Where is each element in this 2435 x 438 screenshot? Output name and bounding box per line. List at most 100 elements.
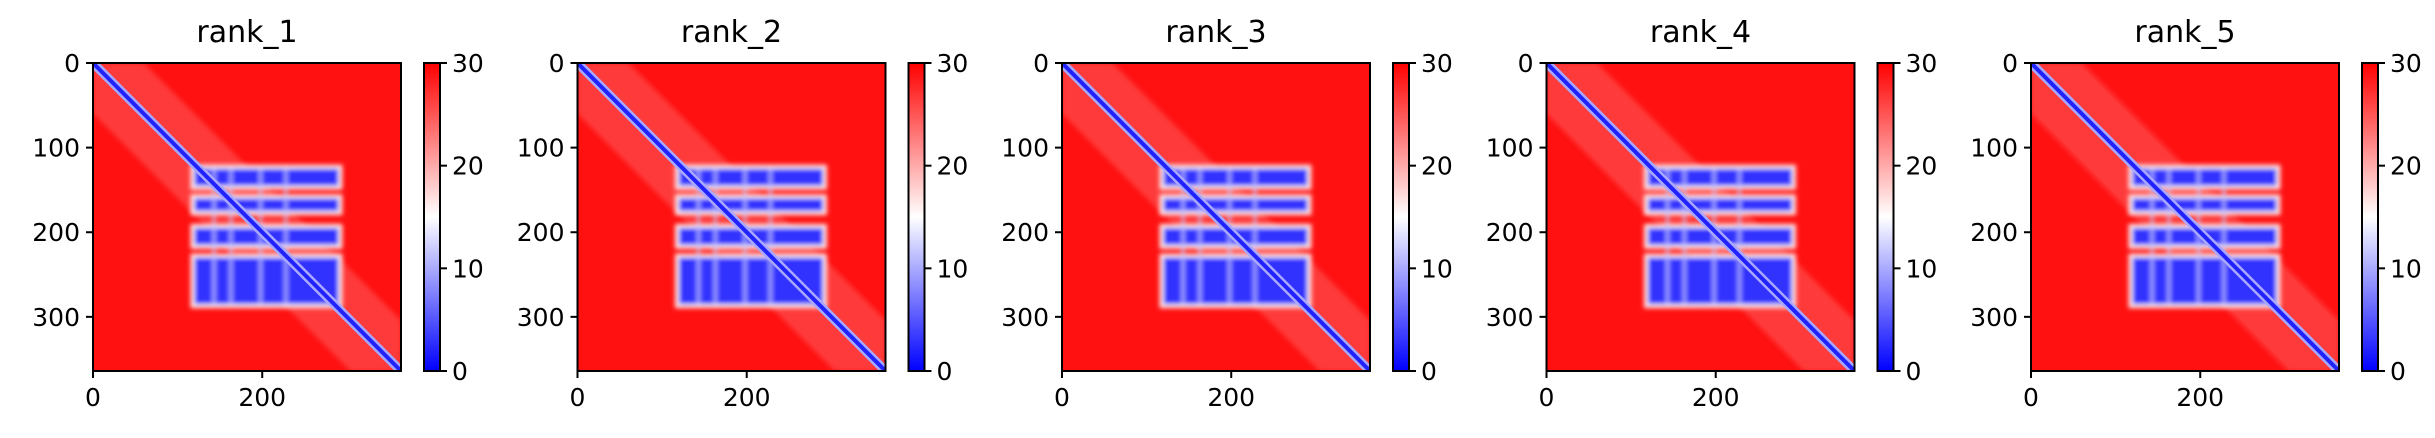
diagonal-line bbox=[1062, 63, 1370, 371]
heatmap-panel-2: rank_2 0 200 0 100 200 300 0 10 20 30 bbox=[517, 15, 969, 412]
diagonal-line bbox=[2031, 63, 2339, 371]
y-tick-label: 300 bbox=[1001, 303, 1049, 332]
y-tick-label: 300 bbox=[1486, 303, 1534, 332]
axes-frame bbox=[2030, 62, 2340, 372]
colorbar-gradient bbox=[1877, 63, 1894, 371]
colorbar-frame bbox=[1876, 62, 1895, 372]
block-column-gap bbox=[2167, 168, 2171, 305]
colorbar-tick-label: 30 bbox=[1421, 49, 1453, 78]
y-tick-label: 100 bbox=[1970, 134, 2018, 163]
colorbar-tick-label: 30 bbox=[452, 49, 484, 78]
x-tick-label: 0 bbox=[570, 383, 586, 412]
x-tick-label: 0 bbox=[1054, 383, 1070, 412]
panel-title: rank_4 bbox=[1650, 15, 1751, 50]
diagonal-line bbox=[93, 63, 401, 371]
colorbar-tick-label: 20 bbox=[1906, 152, 1938, 181]
diagonal-line bbox=[1546, 63, 1855, 371]
y-tick-label: 100 bbox=[1486, 134, 1534, 163]
panel-title: rank_3 bbox=[1165, 15, 1266, 50]
block-column-gap bbox=[1682, 168, 1686, 305]
x-tick-label: 0 bbox=[85, 383, 101, 412]
block-column-gap bbox=[229, 168, 233, 305]
x-tick-label: 200 bbox=[1207, 383, 1255, 412]
contact-blocks bbox=[190, 164, 343, 309]
panel-title: rank_5 bbox=[2134, 15, 2235, 50]
contact-blocks bbox=[675, 164, 827, 309]
y-tick-label: 100 bbox=[32, 134, 80, 163]
colorbar-frame bbox=[2361, 62, 2379, 372]
colorbar-tick-label: 0 bbox=[2390, 357, 2406, 386]
colorbar-tick-label: 10 bbox=[452, 254, 484, 283]
contact-block bbox=[194, 198, 339, 212]
contact-block bbox=[1163, 198, 1308, 212]
y-tick-label: 300 bbox=[1970, 303, 2018, 332]
block-column-gap bbox=[713, 168, 717, 305]
block-column-gap bbox=[284, 168, 288, 305]
x-tick-label: 200 bbox=[723, 383, 771, 412]
contact-block bbox=[1648, 198, 1792, 212]
colorbar-frame bbox=[423, 62, 441, 372]
block-column-gap bbox=[697, 168, 700, 305]
colorbar: 0 10 20 30 bbox=[1392, 49, 1453, 386]
heatmap-cells bbox=[1062, 63, 1370, 371]
x-tick-label: 200 bbox=[238, 383, 286, 412]
colorbar-tick-label: 30 bbox=[2390, 49, 2422, 78]
x-tick-label: 200 bbox=[1692, 383, 1740, 412]
heatmap-panel-5: rank_5 0 200 0 100 200 300 0 10 20 30 bbox=[1970, 15, 2422, 412]
colorbar-gradient bbox=[908, 63, 925, 371]
block-column-gap bbox=[1737, 168, 1741, 305]
colorbar-tick-label: 10 bbox=[1421, 254, 1453, 283]
colorbar-tick-label: 20 bbox=[937, 152, 969, 181]
y-tick-label: 0 bbox=[64, 49, 80, 78]
colorbar-frame bbox=[907, 62, 926, 372]
y-tick-label: 200 bbox=[32, 218, 80, 247]
colorbar-tick-label: 20 bbox=[2390, 152, 2422, 181]
colorbar-tick-label: 10 bbox=[937, 254, 969, 283]
colorbar-tick-label: 20 bbox=[1421, 152, 1453, 181]
axes-frame bbox=[1061, 62, 1371, 372]
axes-frame bbox=[576, 62, 887, 372]
colorbar: 0 10 20 30 bbox=[1876, 49, 1938, 386]
heatmap-cells bbox=[577, 63, 886, 371]
heatmap-cells bbox=[2031, 63, 2339, 371]
panel-title: rank_1 bbox=[196, 15, 297, 50]
y-tick-label: 0 bbox=[1518, 49, 1534, 78]
colorbar: 0 10 20 30 bbox=[2361, 49, 2422, 386]
y-tick-label: 100 bbox=[517, 134, 565, 163]
y-tick-label: 200 bbox=[1001, 218, 1049, 247]
heatmap-panel-3: rank_3 0 200 0 100 200 300 0 10 20 30 bbox=[1001, 15, 1453, 412]
y-tick-label: 200 bbox=[1486, 218, 1534, 247]
contact-blocks bbox=[2128, 164, 2281, 309]
colorbar-tick-label: 0 bbox=[452, 357, 468, 386]
y-tick-label: 200 bbox=[517, 218, 565, 247]
colorbar-tick-label: 10 bbox=[2390, 254, 2422, 283]
colorbar-tick-label: 0 bbox=[937, 357, 953, 386]
colorbar: 0 10 20 30 bbox=[423, 49, 484, 386]
colorbar: 0 10 20 30 bbox=[907, 49, 969, 386]
colorbar-tick-label: 0 bbox=[1906, 357, 1922, 386]
x-tick-label: 200 bbox=[2176, 383, 2224, 412]
block-column-gap bbox=[1253, 168, 1257, 305]
heatmap-panel-1: rank_1 0 200 0 100 200 300 0 10 20 30 bbox=[32, 15, 484, 412]
y-tick-label: 0 bbox=[2002, 49, 2018, 78]
block-column-gap bbox=[1666, 168, 1669, 305]
block-column-gap bbox=[1181, 168, 1185, 305]
colorbar-tick-label: 10 bbox=[1906, 254, 1938, 283]
colorbar-gradient bbox=[1393, 63, 1409, 371]
colorbar-tick-label: 0 bbox=[1421, 357, 1437, 386]
y-tick-label: 300 bbox=[517, 303, 565, 332]
x-tick-label: 0 bbox=[1539, 383, 1555, 412]
contact-block bbox=[2132, 198, 2277, 212]
heatmap-panel-4: rank_4 0 200 0 100 200 300 0 10 20 30 bbox=[1486, 15, 1938, 412]
block-column-gap bbox=[212, 168, 216, 305]
colorbar-gradient bbox=[2362, 63, 2378, 371]
x-tick-label: 0 bbox=[2023, 383, 2039, 412]
panel-title: rank_2 bbox=[681, 15, 782, 50]
colorbar-tick-label: 30 bbox=[937, 49, 969, 78]
axes-frame bbox=[1545, 62, 1856, 372]
block-column-gap bbox=[2150, 168, 2154, 305]
block-column-gap bbox=[2222, 168, 2226, 305]
colorbar-frame bbox=[1392, 62, 1410, 372]
y-tick-label: 100 bbox=[1001, 134, 1049, 163]
